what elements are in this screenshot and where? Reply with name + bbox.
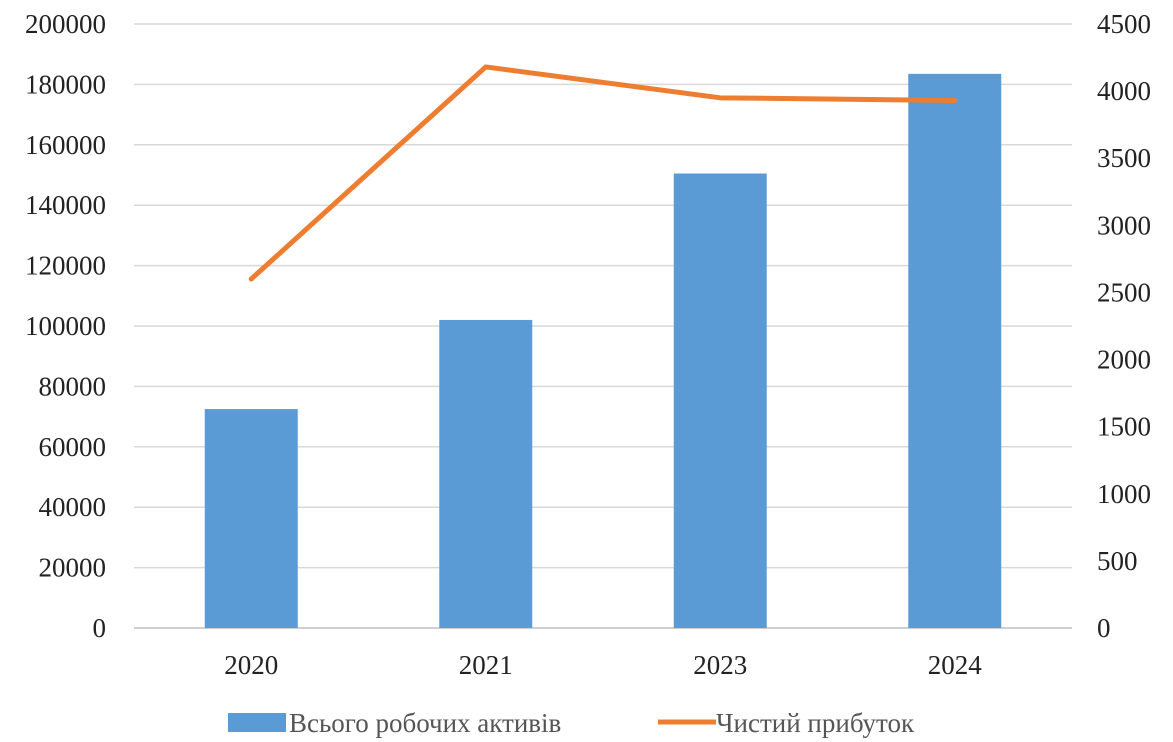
left-tick-label: 60000 <box>39 432 107 462</box>
legend-label-bar: Всього робочих активів <box>289 708 561 738</box>
right-tick-label: 3000 <box>1097 210 1151 240</box>
left-tick-label: 0 <box>93 613 107 643</box>
legend: Всього робочих активів Чистий прибуток <box>228 708 915 738</box>
left-tick-label: 160000 <box>25 130 106 160</box>
left-tick-label: 100000 <box>25 311 106 341</box>
bar <box>439 319 533 628</box>
legend-label-line: Чистий прибуток <box>716 708 915 738</box>
bar <box>204 409 298 628</box>
x-axis-ticks: 2020 2021 2023 2024 <box>224 650 982 680</box>
right-tick-label: 500 <box>1097 546 1138 576</box>
right-tick-label: 3500 <box>1097 143 1151 173</box>
right-tick-label: 2500 <box>1097 277 1151 307</box>
right-tick-label: 2000 <box>1097 345 1151 375</box>
right-tick-label: 1500 <box>1097 412 1151 442</box>
left-tick-label: 200000 <box>25 9 106 39</box>
right-tick-label: 0 <box>1097 613 1111 643</box>
bar <box>908 73 1002 628</box>
bar <box>673 173 767 629</box>
x-tick-label: 2020 <box>224 650 278 680</box>
line-series <box>248 64 958 282</box>
x-tick-label: 2023 <box>693 650 747 680</box>
right-tick-label: 4000 <box>1097 76 1151 106</box>
x-tick-label: 2024 <box>928 650 983 680</box>
legend-swatch-bar <box>228 713 286 732</box>
left-tick-label: 80000 <box>39 371 107 401</box>
x-tick-label: 2021 <box>459 650 513 680</box>
left-tick-label: 180000 <box>25 69 106 99</box>
right-tick-label: 4500 <box>1097 9 1151 39</box>
left-tick-label: 120000 <box>25 251 106 281</box>
left-tick-label: 140000 <box>25 190 106 220</box>
series-line <box>248 64 958 282</box>
bar-series <box>204 73 1002 629</box>
left-tick-label: 40000 <box>39 492 107 522</box>
right-axis-ticks: 0 500 1000 1500 2000 2500 3000 3500 4000 4500 <box>1097 9 1151 643</box>
left-tick-label: 20000 <box>39 553 107 583</box>
left-axis-ticks: 0 20000 40000 60000 80000 100000 120000 140000 1… <box>25 9 106 643</box>
right-tick-label: 1000 <box>1097 479 1151 509</box>
